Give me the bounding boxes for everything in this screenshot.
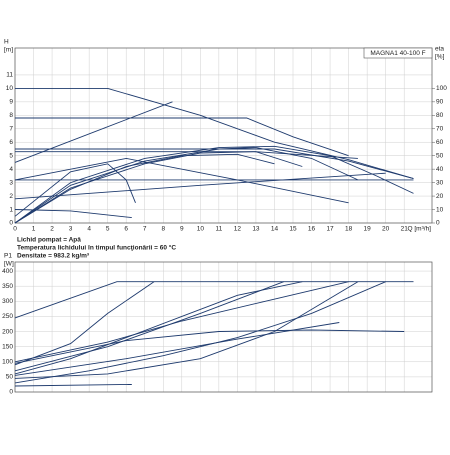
y2-tick-label: 40 xyxy=(436,166,444,173)
x-tick-label: 4 xyxy=(87,226,91,233)
y-tick-label: 2 xyxy=(9,193,13,200)
y-tick-label: 350 xyxy=(2,283,13,290)
y2-tick-label: 70 xyxy=(436,125,444,132)
x-tick-label: 10 xyxy=(197,226,205,233)
plot-frame xyxy=(14,261,433,393)
curve xyxy=(14,281,303,375)
curve xyxy=(14,145,414,224)
y2-tick-label: 20 xyxy=(436,193,444,200)
y2-tick-label: 80 xyxy=(436,112,444,119)
y2-tick-label: 90 xyxy=(436,99,444,106)
y-tick-label: 150 xyxy=(2,343,13,350)
y2-tick-label: 0 xyxy=(436,220,440,227)
x-tick-label: 11 xyxy=(215,226,222,233)
curve xyxy=(14,281,386,384)
y-tick-label: 0 xyxy=(9,220,13,227)
y-tick-label: 250 xyxy=(2,313,13,320)
y-tick-label: 1 xyxy=(9,206,13,213)
x-tick-label: 20 xyxy=(382,226,390,233)
x-tick-label: 12 xyxy=(234,226,242,233)
curve xyxy=(14,163,136,217)
y-tick-label: 10 xyxy=(6,85,14,92)
curve xyxy=(14,281,155,366)
x-tick-label: 2 xyxy=(50,226,54,233)
x-tick-label: 5 xyxy=(106,226,110,233)
title-box xyxy=(363,47,433,59)
annotation: Lichid pompat = Apă xyxy=(17,237,81,244)
x-tick-label: 8 xyxy=(161,226,165,233)
x-tick-label: 13 xyxy=(252,226,260,233)
x-tick-label: 18 xyxy=(345,226,353,233)
curve xyxy=(14,147,359,224)
x-tick-label: 14 xyxy=(271,226,279,233)
x-tick-label: 15 xyxy=(289,226,297,233)
curve xyxy=(14,383,132,387)
curve xyxy=(14,172,386,200)
y2-tick-label: 50 xyxy=(436,152,444,159)
y-tick-label: 3 xyxy=(9,179,13,186)
y-axis-label: [W] xyxy=(4,261,14,268)
curve xyxy=(14,281,284,372)
annotation: Temperatura lichidului în timpul funcţio… xyxy=(17,244,176,252)
curve xyxy=(14,329,405,364)
curve xyxy=(14,157,349,204)
curve xyxy=(14,281,359,379)
x-tick-label: 17 xyxy=(326,226,334,233)
chart-title: MAGNA1 40-100 F xyxy=(370,50,425,57)
y2-tick-label: 100 xyxy=(436,85,447,92)
y-tick-label: 11 xyxy=(6,72,13,79)
plot-frame xyxy=(14,47,433,224)
curve xyxy=(14,101,173,163)
y2-tick-label: 30 xyxy=(436,179,444,186)
y-tick-label: 300 xyxy=(2,298,13,305)
y-axis-label: H xyxy=(4,39,9,46)
x-tick-label: 16 xyxy=(308,226,316,233)
y-tick-label: 9 xyxy=(9,99,13,106)
curve xyxy=(14,153,275,224)
x-tick-label: 21 xyxy=(401,226,409,233)
y-tick-label: 8 xyxy=(9,112,13,119)
y-axis-label: P1 xyxy=(4,253,12,260)
x-tick-label: 1 xyxy=(32,226,36,233)
y2-tick-label: 10 xyxy=(436,206,444,213)
x-tick-label: 9 xyxy=(180,226,184,233)
curve xyxy=(14,281,414,319)
y2-tick-label: 60 xyxy=(436,139,444,146)
y2-axis-label: [%] xyxy=(435,54,445,61)
y-tick-label: 0 xyxy=(9,389,13,396)
annotation: Densitate = 983.2 kg/m³ xyxy=(17,253,90,260)
x-tick-label: 19 xyxy=(364,226,372,233)
y2-axis-label: eta xyxy=(435,46,444,53)
curve xyxy=(14,281,349,363)
curve xyxy=(14,151,303,224)
y-tick-label: 6 xyxy=(9,139,13,146)
y-axis-label: [m] xyxy=(4,47,13,54)
y-tick-label: 200 xyxy=(2,328,13,335)
y-tick-label: 5 xyxy=(9,152,13,159)
y-tick-label: 100 xyxy=(2,358,13,365)
x-tick-label: 3 xyxy=(69,226,73,233)
x-tick-label: 0 xyxy=(13,226,17,233)
y-tick-label: 50 xyxy=(6,374,14,381)
y-tick-label: 4 xyxy=(9,166,13,173)
curve xyxy=(15,87,414,180)
x-tick-label: 7 xyxy=(143,226,147,233)
y-tick-label: 400 xyxy=(2,268,13,275)
curve xyxy=(15,148,414,180)
x-axis-label: Q [m³/h] xyxy=(408,226,432,233)
y-tick-label: 7 xyxy=(9,125,13,132)
x-tick-label: 6 xyxy=(124,226,128,233)
